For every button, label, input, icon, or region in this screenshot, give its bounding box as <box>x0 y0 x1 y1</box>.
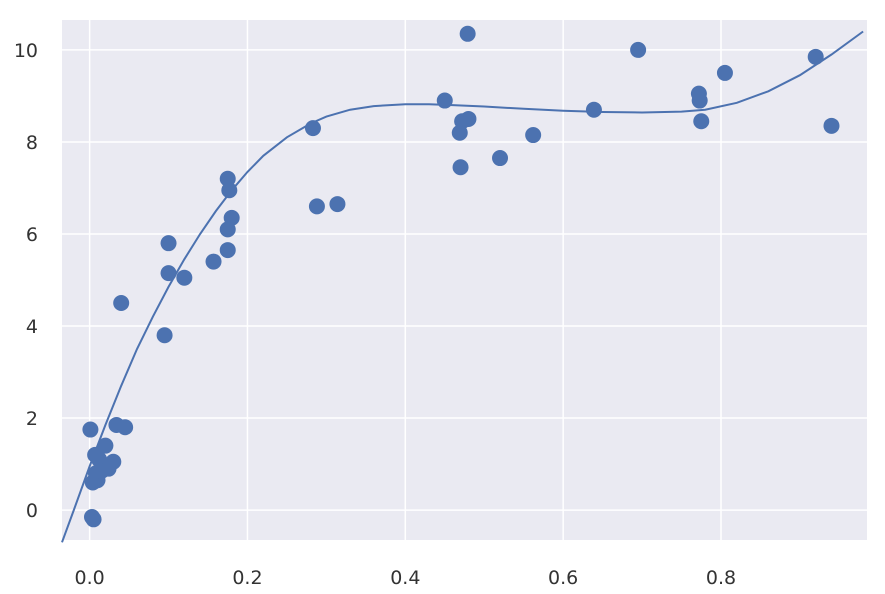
data-point <box>630 41 647 58</box>
x-tick-labels: 0.0 0.2 0.4 0.6 0.8 <box>75 567 737 589</box>
data-point <box>304 120 321 137</box>
data-point <box>97 437 114 454</box>
x-tick-label: 0.8 <box>706 567 736 589</box>
grid-lines <box>62 20 867 540</box>
data-point <box>716 64 733 81</box>
data-point <box>525 127 542 144</box>
y-tick-labels: 0 2 4 6 8 10 <box>14 40 38 522</box>
data-point <box>113 295 130 312</box>
plot-background <box>62 20 867 540</box>
data-point <box>452 159 469 176</box>
data-point <box>221 182 238 199</box>
x-tick-label: 0.6 <box>548 567 578 589</box>
data-point <box>807 48 824 65</box>
y-tick-label: 10 <box>14 40 38 62</box>
fit-line-layer <box>61 30 864 543</box>
y-tick-label: 4 <box>26 316 38 338</box>
data-points <box>82 25 840 528</box>
data-point <box>460 110 477 127</box>
data-point <box>176 269 193 286</box>
data-point <box>117 419 134 436</box>
x-tick-label: 0.4 <box>390 567 420 589</box>
data-point <box>585 101 602 118</box>
data-point <box>160 265 177 282</box>
data-point <box>156 327 173 344</box>
y-tick-label: 0 <box>26 500 38 522</box>
data-point <box>205 253 222 270</box>
fit-line <box>61 30 864 543</box>
data-point <box>219 242 236 259</box>
y-tick-label: 2 <box>26 408 38 430</box>
data-point <box>691 92 708 109</box>
data-point <box>85 511 102 528</box>
data-point <box>160 235 177 252</box>
data-point <box>693 113 710 130</box>
data-point <box>308 198 325 215</box>
x-tick-label: 0.2 <box>232 567 262 589</box>
y-tick-label: 6 <box>26 224 38 246</box>
data-point <box>823 117 840 134</box>
data-point <box>105 453 122 470</box>
y-tick-label: 8 <box>26 132 38 154</box>
data-point <box>82 421 99 438</box>
data-point <box>459 25 476 42</box>
data-point <box>436 92 453 109</box>
data-point <box>492 150 509 167</box>
data-point <box>223 209 240 226</box>
data-point <box>329 196 346 213</box>
x-tick-label: 0.0 <box>75 567 105 589</box>
